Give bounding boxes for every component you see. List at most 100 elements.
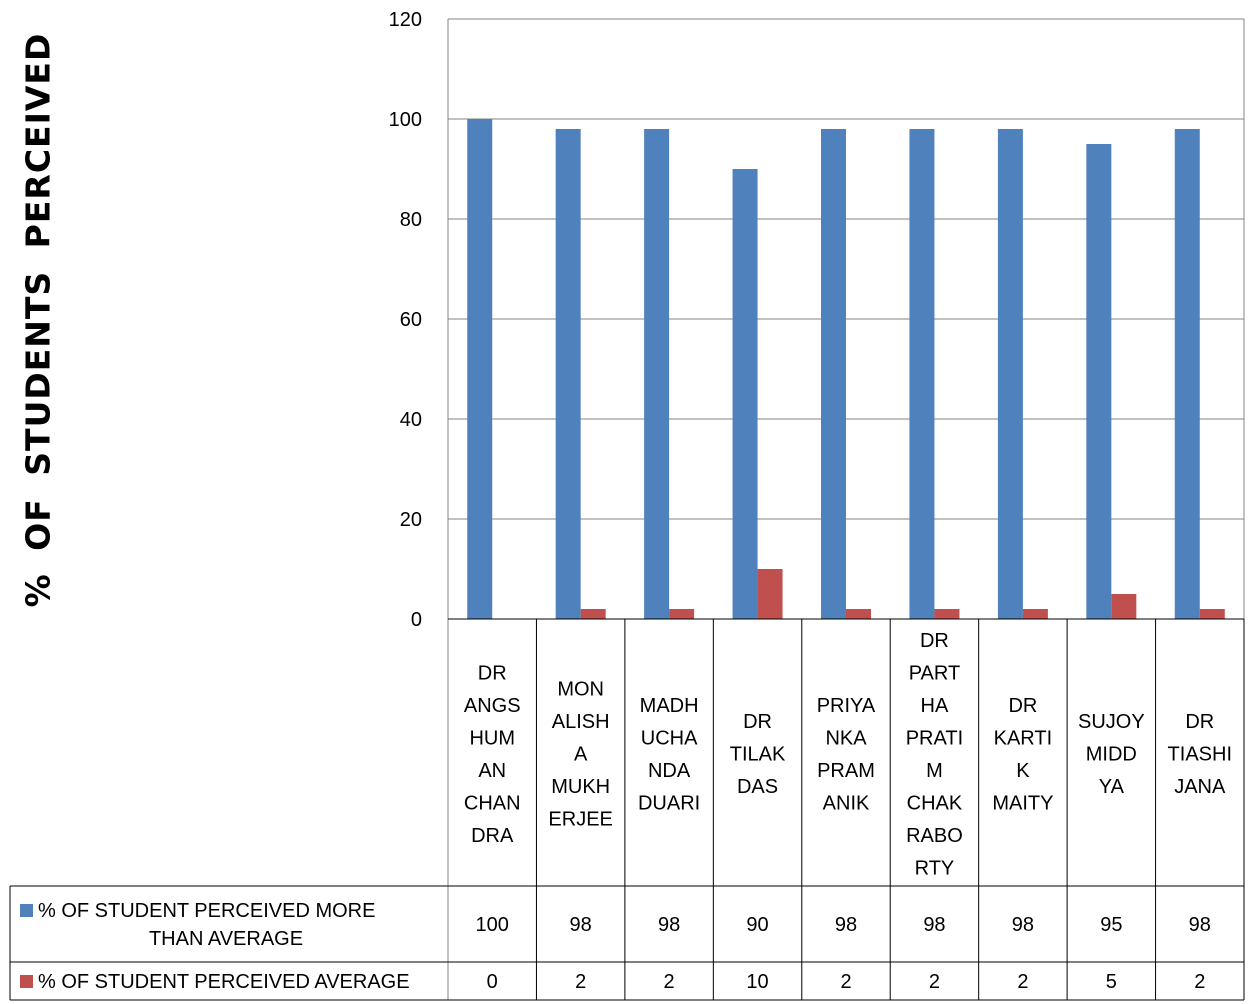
bar-more-than-average <box>732 169 758 619</box>
x-tick-label-line: RABO <box>906 825 963 847</box>
bar-more-than-average <box>821 129 846 619</box>
table-value: 2 <box>664 971 675 993</box>
x-tick-label-line: DR <box>743 711 772 733</box>
bar-average <box>934 609 960 619</box>
x-tick-label: MADH UCHA NDA DUARI <box>638 695 700 815</box>
x-tick-label-line: CHAN <box>464 792 521 814</box>
x-tick-label-line: MIDD <box>1086 744 1137 766</box>
bar-average <box>1199 609 1225 619</box>
legend-entry: % OF STUDENT PERCEIVED MORE THAN AVERAGE <box>38 900 375 950</box>
table-value: 98 <box>1012 914 1034 936</box>
x-tick-label-line: ANIK <box>823 792 870 814</box>
bar-more-than-average <box>467 119 493 619</box>
x-tick-label-line: HA <box>921 695 949 717</box>
y-tick-label: 40 <box>400 409 422 431</box>
y-tick-label: 80 <box>400 209 422 231</box>
bar-average <box>757 569 783 619</box>
table-value: 98 <box>835 914 857 936</box>
x-tick-label: DR KARTI K MAITY <box>992 695 1053 815</box>
x-tick-label-line: MADH <box>640 695 699 717</box>
bar-average <box>580 609 606 619</box>
x-tick-label-line: MUKH <box>551 776 610 798</box>
x-tick-label-line: ALISH <box>552 711 610 733</box>
x-tick-label-line: DUARI <box>638 792 700 814</box>
table-value: 2 <box>840 971 851 993</box>
x-tick-label: DR TIASHI JANA <box>1168 711 1232 798</box>
bar-more-than-average <box>1086 144 1112 619</box>
x-tick-label-line: UCHA <box>641 727 698 749</box>
x-tick-label-line: K <box>1016 760 1030 782</box>
legend-swatch <box>20 904 33 917</box>
x-tick-label-line: ANGS <box>464 695 521 717</box>
y-tick-label: 120 <box>389 9 422 31</box>
x-tick-label-line: TIASHI <box>1168 744 1232 766</box>
x-tick-label-line: NDA <box>648 760 691 782</box>
x-tick-label-line: NKA <box>825 727 867 749</box>
table-value: 100 <box>476 914 509 936</box>
bar-average <box>1111 594 1137 619</box>
x-tick-label-line: PART <box>909 662 961 684</box>
bar-more-than-average <box>555 129 581 619</box>
x-tick-label: SUJOY MIDD YA <box>1078 711 1145 798</box>
x-tick-label-line: PRIYA <box>817 695 876 717</box>
x-tick-label-line: PRAM <box>817 760 875 782</box>
table-value: 2 <box>1017 971 1028 993</box>
x-tick-label-line: HUM <box>469 727 515 749</box>
bar-more-than-average <box>644 129 670 619</box>
x-tick-label-line: DR <box>1185 711 1214 733</box>
y-tick-label: 100 <box>389 109 422 131</box>
x-tick-label-line: JANA <box>1174 776 1226 798</box>
bars <box>467 119 1225 619</box>
table-value: 2 <box>929 971 940 993</box>
x-tick-label-line: DRA <box>471 825 514 847</box>
table-value: 2 <box>575 971 586 993</box>
bar-average <box>1022 609 1048 619</box>
x-tick-label-line: CHAK <box>907 792 963 814</box>
x-tick-label: DR TILAK DAS <box>730 711 786 798</box>
legend-swatch <box>20 975 33 988</box>
y-tick-labels: 0 20 40 60 80 100 120 <box>389 9 422 631</box>
bar-average <box>846 609 871 619</box>
data-table: DR ANGS HUM AN CHAN DRA MON ALISH A MUKH ERJEE MADH… <box>9 618 1245 1001</box>
x-tick-label-line: DR <box>1008 695 1037 717</box>
bar-more-than-average <box>997 129 1023 619</box>
x-tick-label-line: SUJOY <box>1078 711 1145 733</box>
table-value: 98 <box>658 914 680 936</box>
x-tick-label: DR PART HA PRATI M CHAK RABO RTY <box>906 630 963 880</box>
legend-entry-line: % OF STUDENT PERCEIVED MORE <box>38 900 375 922</box>
table-value: 2 <box>1194 971 1205 993</box>
table-value: 98 <box>1189 914 1211 936</box>
legend-entry: % OF STUDENT PERCEIVED AVERAGE <box>38 971 410 993</box>
x-tick-label-line: A <box>574 744 588 766</box>
table-value: 98 <box>570 914 592 936</box>
table-value: 0 <box>487 971 498 993</box>
y-tick-label: 0 <box>411 609 422 631</box>
x-tick-label-line: DR <box>478 662 507 684</box>
x-tick-label-line: PRATI <box>906 727 963 749</box>
x-tick-label-line: MON <box>557 679 604 701</box>
x-tick-label-line: YA <box>1099 776 1125 798</box>
x-tick-label: PRIYA NKA PRAM ANIK <box>817 695 876 815</box>
table-value: 90 <box>746 914 768 936</box>
x-tick-label: MON ALISH A MUKH ERJEE <box>548 679 612 831</box>
x-tick-label-line: RTY <box>915 857 955 879</box>
x-tick-label: DR ANGS HUM AN CHAN DRA <box>464 662 521 847</box>
y-tick-label: 60 <box>400 309 422 331</box>
table-value: 95 <box>1100 914 1122 936</box>
legend-entry-line: THAN AVERAGE <box>149 928 303 950</box>
table-value: 5 <box>1106 971 1117 993</box>
x-tick-label-line: TILAK <box>730 744 786 766</box>
x-tick-label-line: ERJEE <box>548 809 612 831</box>
table-value: 98 <box>923 914 945 936</box>
legend-entry-line: % OF STUDENT PERCEIVED AVERAGE <box>38 971 410 993</box>
bar-more-than-average <box>909 129 935 619</box>
bar-average <box>669 609 695 619</box>
x-tick-label-line: M <box>926 760 943 782</box>
x-tick-label-line: DR <box>920 630 949 652</box>
x-tick-label-line: AN <box>478 760 506 782</box>
y-tick-label: 20 <box>400 509 422 531</box>
table-value: 10 <box>746 971 768 993</box>
bar-more-than-average <box>1174 129 1200 619</box>
x-tick-label-line: KARTI <box>994 727 1053 749</box>
